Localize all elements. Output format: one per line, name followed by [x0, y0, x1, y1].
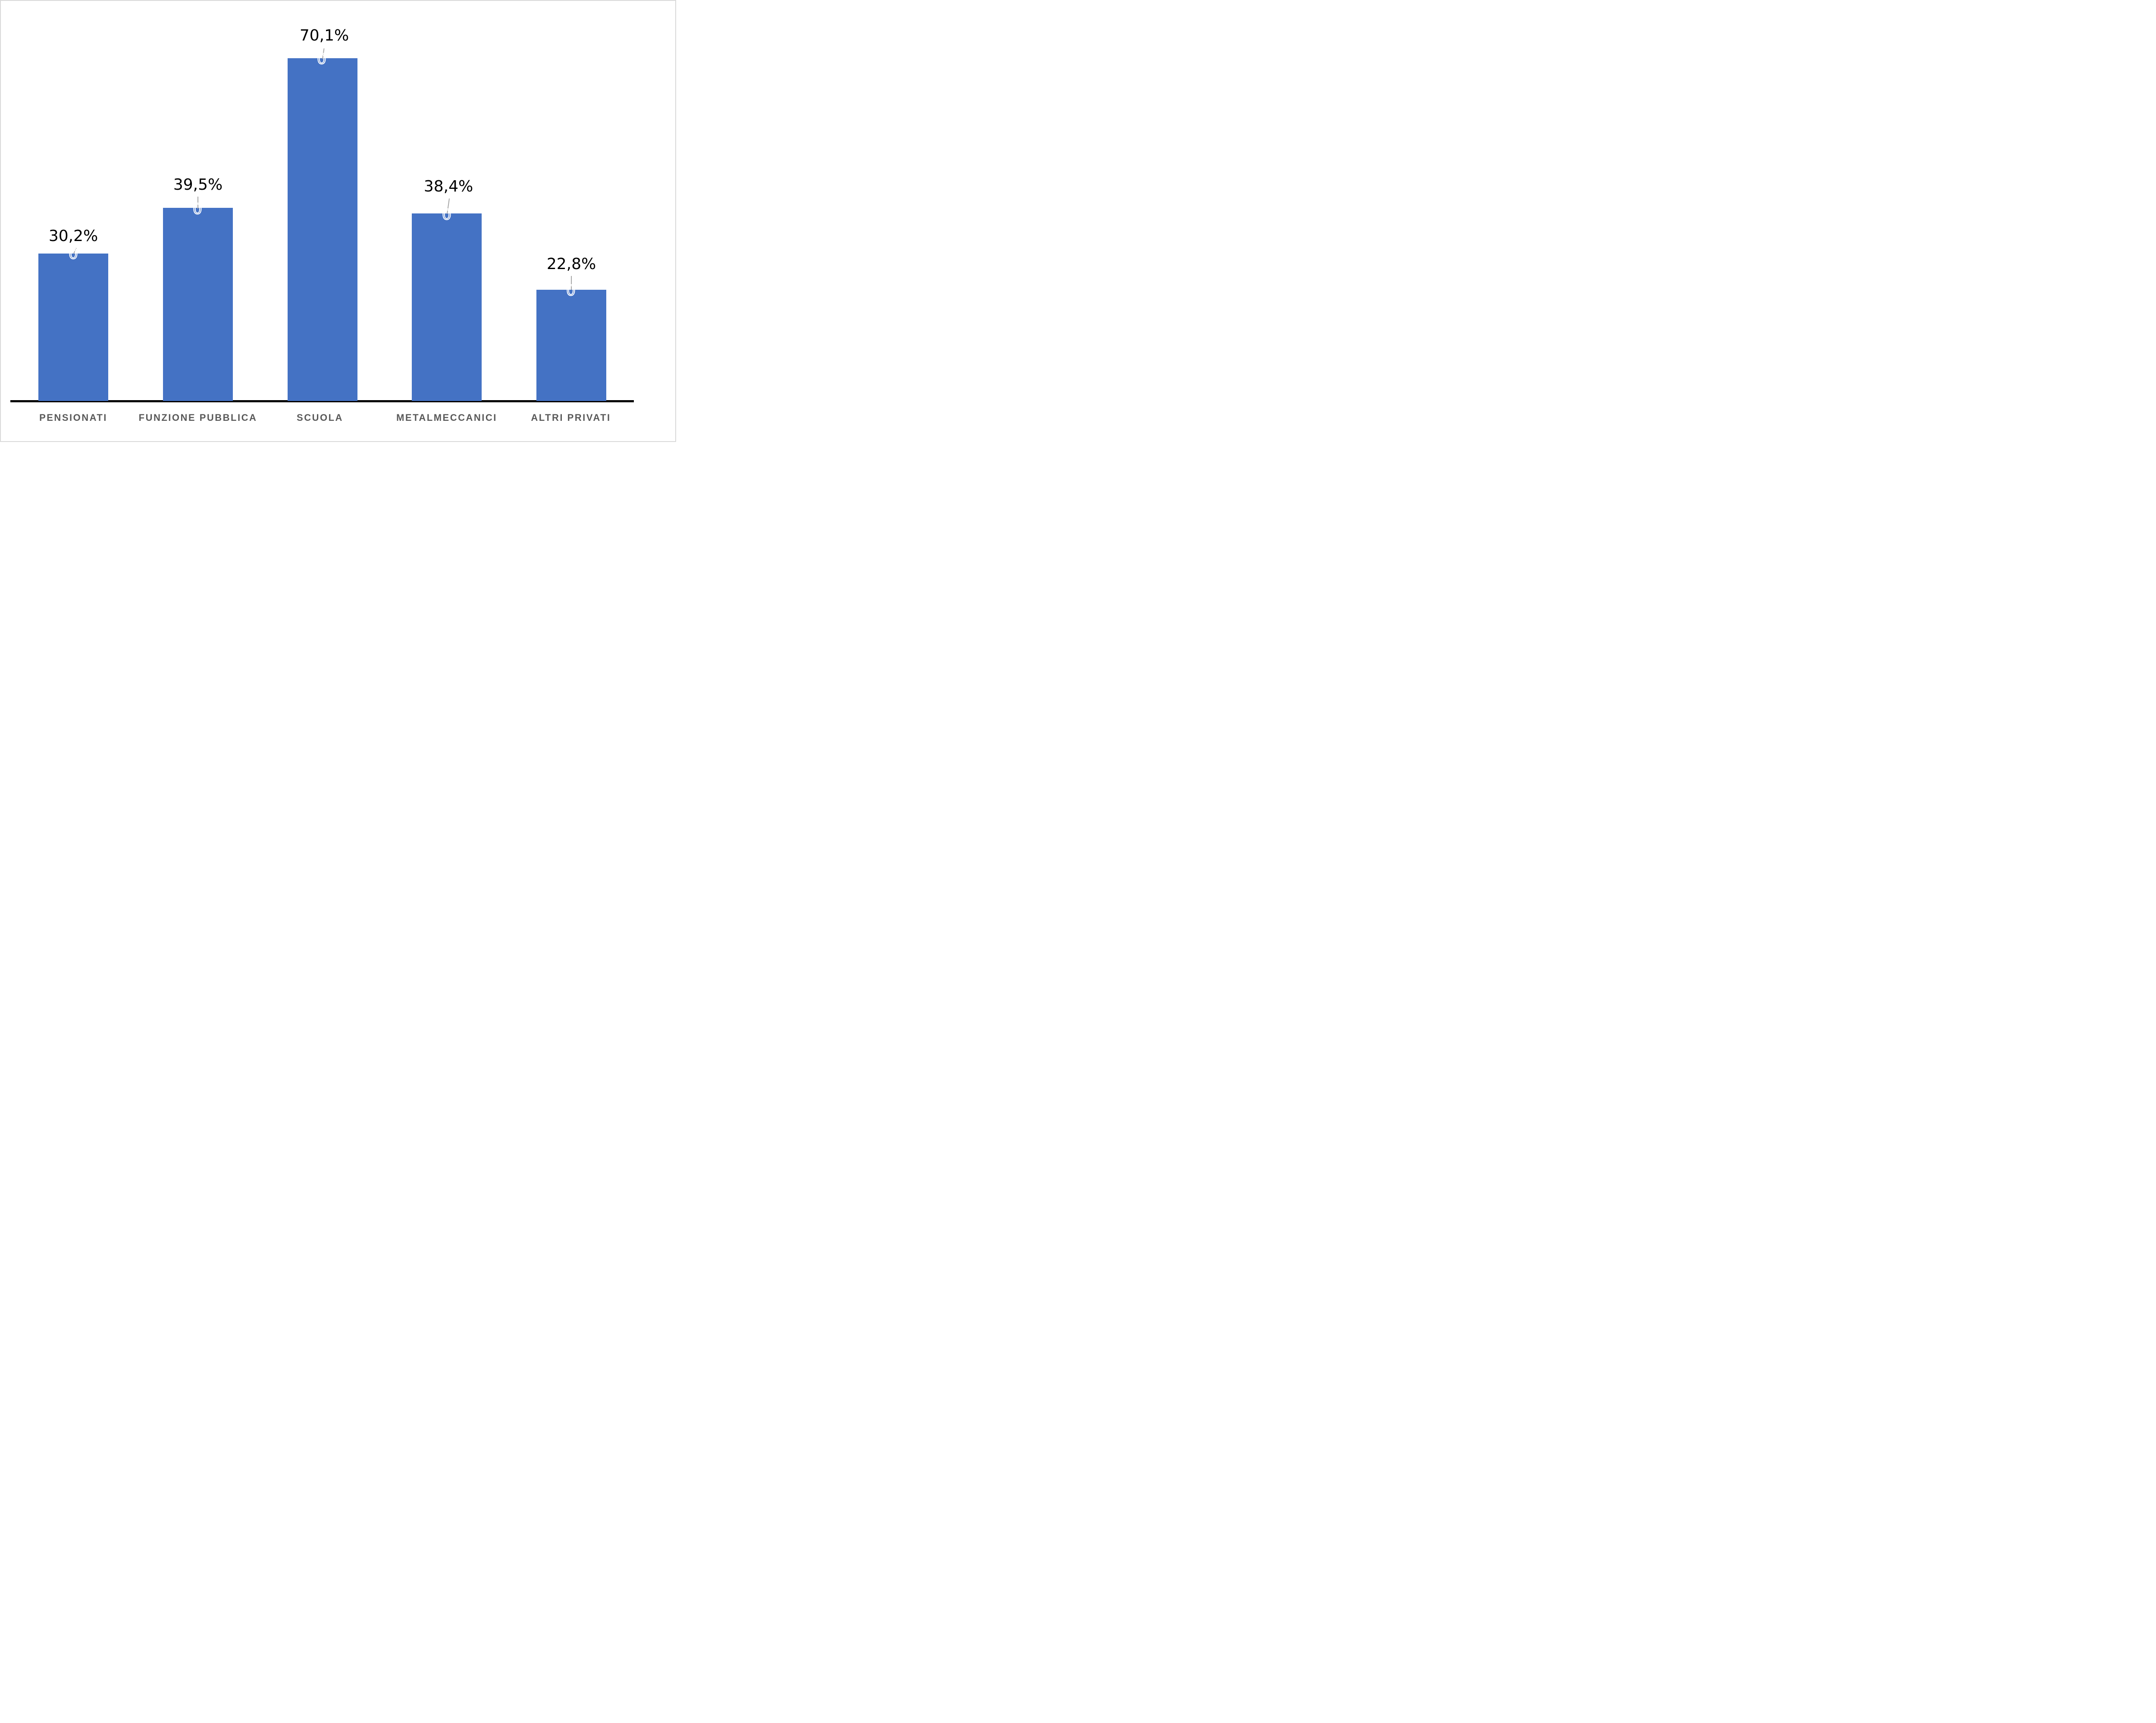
value-label-pensionati: 30,2%: [48, 227, 98, 245]
zero-label-metalmeccanici: 0: [442, 206, 452, 223]
zero-label-pensionati: 0: [68, 245, 78, 263]
zero-label-altri-privati: 0: [566, 282, 576, 299]
category-label-scuola: SCUOLA: [297, 412, 343, 423]
x-axis-line: [10, 400, 634, 402]
bar-chart: 30,2% 0 PENSIONATI 39,5% 0 FUNZIONE PUBB…: [0, 0, 676, 442]
category-label-altri-privati: ALTRI PRIVATI: [531, 412, 611, 423]
bar-pensionati[interactable]: [38, 254, 108, 401]
value-label-altri-privati: 22,8%: [546, 255, 596, 273]
category-label-pensionati: PENSIONATI: [39, 412, 107, 423]
bar-altri-privati[interactable]: [536, 290, 606, 401]
bar-funzione-pubblica[interactable]: [163, 208, 233, 401]
value-label-funzione-pubblica: 39,5%: [173, 176, 223, 194]
leader-line-altri-privati: [571, 276, 572, 290]
value-label-metalmeccanici: 38,4%: [423, 178, 473, 195]
zero-label-funzione-pubblica: 0: [192, 200, 203, 218]
leader-line-funzione-pubblica: [197, 197, 198, 209]
category-label-funzione-pubblica: FUNZIONE PUBBLICA: [138, 412, 257, 423]
zero-label-scuola: 0: [317, 50, 327, 68]
bar-scuola[interactable]: [288, 58, 357, 401]
value-label-scuola: 70,1%: [299, 27, 349, 44]
bar-metalmeccanici[interactable]: [412, 213, 482, 401]
category-label-metalmeccanici: METALMECCANICI: [396, 412, 497, 423]
